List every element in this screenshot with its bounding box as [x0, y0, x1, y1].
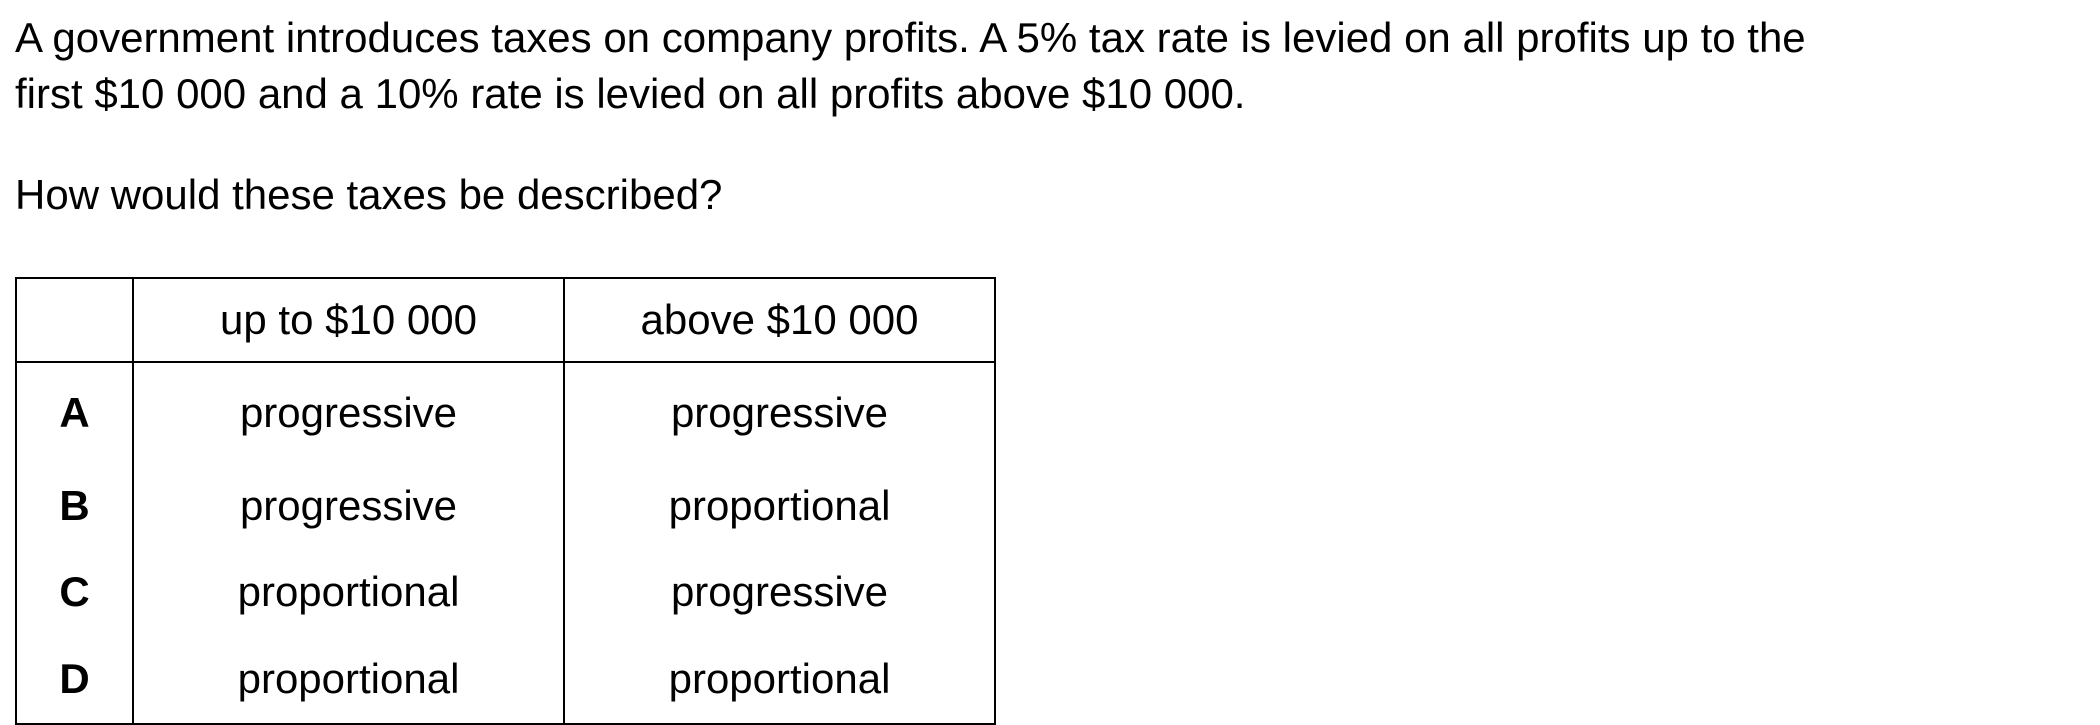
- question-prompt: How would these taxes be described?: [15, 171, 723, 218]
- question-stem: A government introduces taxes on company…: [15, 10, 2075, 122]
- option-row-a[interactable]: A progressive progressive: [15, 362, 996, 463]
- option-cell-up-to: proportional: [132, 549, 565, 635]
- stem-line-2: first $10 000 and a 10% rate is levied o…: [15, 70, 1246, 117]
- header-up-to-10000: up to $10 000: [132, 277, 565, 363]
- option-key: C: [15, 549, 134, 635]
- option-cell-up-to: progressive: [132, 463, 565, 549]
- option-key: D: [15, 635, 134, 725]
- option-cell-above: progressive: [563, 362, 996, 463]
- option-row-b[interactable]: B progressive proportional: [15, 463, 996, 549]
- option-key: A: [15, 362, 134, 463]
- option-row-c[interactable]: C proportional progressive: [15, 549, 996, 635]
- option-cell-above: proportional: [563, 635, 996, 725]
- option-cell-above: proportional: [563, 463, 996, 549]
- option-cell-above: progressive: [563, 549, 996, 635]
- option-cell-up-to: progressive: [132, 362, 565, 463]
- header-above-10000: above $10 000: [563, 277, 996, 363]
- option-key: B: [15, 463, 134, 549]
- answer-options-table: up to $10 000 above $10 000 A progressiv…: [15, 277, 996, 725]
- stem-line-1: A government introduces taxes on company…: [15, 14, 1806, 61]
- table-header-row: up to $10 000 above $10 000: [15, 277, 996, 363]
- header-key-cell: [15, 277, 134, 363]
- option-cell-up-to: proportional: [132, 635, 565, 725]
- option-row-d[interactable]: D proportional proportional: [15, 635, 996, 725]
